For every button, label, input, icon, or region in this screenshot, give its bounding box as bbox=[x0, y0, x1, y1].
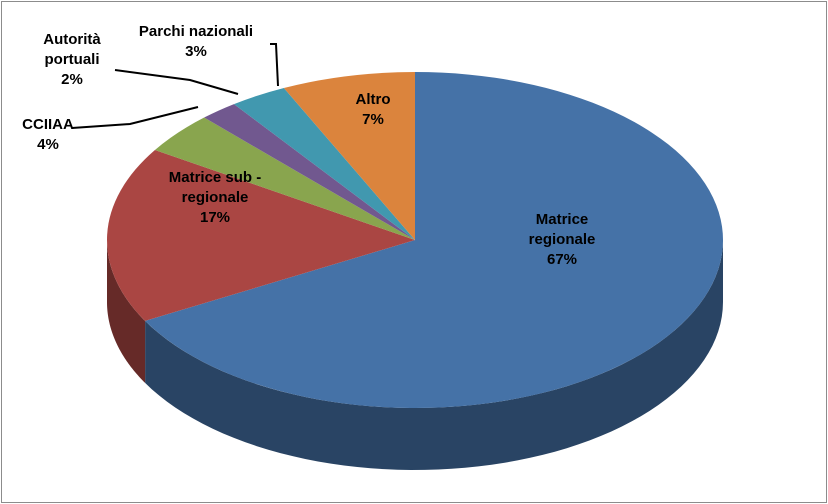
category-label: Parchi nazionali bbox=[138, 23, 254, 40]
slice bbox=[154, 117, 415, 240]
leader-line bbox=[71, 106, 199, 129]
leader-line bbox=[270, 43, 279, 87]
slice bbox=[107, 149, 415, 321]
slice bbox=[204, 104, 415, 240]
value-label: 67% bbox=[546, 251, 578, 268]
value-label: 3% bbox=[185, 43, 207, 60]
slices bbox=[107, 72, 724, 470]
leader-line bbox=[114, 69, 239, 95]
category-label: Matrice sub - regionale bbox=[168, 169, 262, 206]
value-label: 2% bbox=[61, 71, 83, 88]
slice-side bbox=[107, 240, 146, 383]
category-label: CCIIAA bbox=[22, 116, 74, 133]
data-label: Parchi nazionali 3% bbox=[111, 22, 281, 62]
data-label: Autorità portuali 2% bbox=[32, 30, 112, 90]
data-label: Matrice regionale 67% bbox=[512, 210, 612, 270]
value-label: 17% bbox=[199, 209, 231, 226]
slice bbox=[283, 72, 415, 240]
data-label: Matrice sub - regionale 17% bbox=[153, 168, 278, 228]
category-label: Matrice regionale bbox=[528, 211, 596, 248]
category-label: Altro bbox=[355, 91, 391, 108]
slice-side bbox=[145, 240, 724, 470]
data-label: Altro 7% bbox=[343, 90, 403, 130]
slice bbox=[233, 87, 415, 241]
value-label: 7% bbox=[362, 111, 384, 128]
category-label: Autorità portuali bbox=[43, 31, 101, 68]
value-label: 4% bbox=[37, 136, 59, 153]
slice bbox=[145, 72, 724, 409]
data-label: CCIIAA 4% bbox=[13, 115, 83, 155]
